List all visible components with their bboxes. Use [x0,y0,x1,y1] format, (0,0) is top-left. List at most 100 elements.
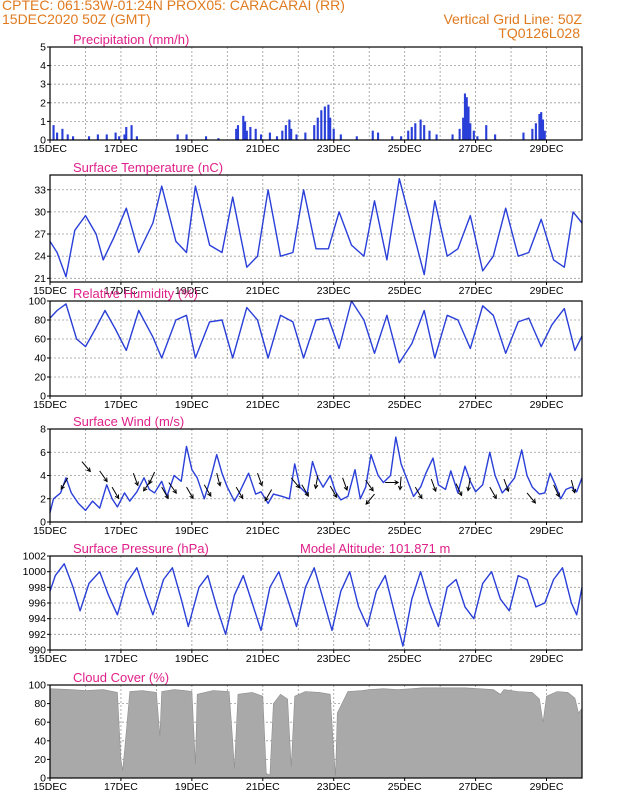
precip-bar [259,134,263,140]
pressure-title: Surface Pressure (hPa) [73,541,209,556]
pressure-ytick-label: 1002 [23,551,47,563]
rh-title: Relative Humidity (%) [73,286,198,301]
cloud-xtick-label: 27DEC [459,781,493,793]
pressure-xtick-label: 25DEC [388,653,422,665]
precip-bar [534,123,537,140]
precip-xtick-label: 17DEC [104,143,138,155]
wind-arrow-head [103,477,108,483]
wind-arrow [570,480,577,494]
precip-bar [355,136,358,140]
wind-arrow-shaft [342,477,348,491]
wind-arrow-shaft [315,475,319,489]
temp-ytick-label: 24 [34,251,46,263]
precip-bar [467,106,470,140]
temp-xtick-label: 19DEC [175,285,209,297]
wind-arrow [313,475,319,490]
precip-bar [391,136,394,140]
wind-arrow-shaft [290,477,300,489]
precip-xtick-label: 19DEC [175,143,209,155]
wind-arrow-shaft [216,473,221,486]
precip-bar [435,134,438,140]
wind-arrow-shaft [301,484,309,497]
wind-arrow-head [60,485,65,490]
precip-bar [275,136,279,140]
cloud-title: Cloud Cover (%) [73,670,169,685]
precip-xtick-label: 27DEC [459,143,493,155]
wind-xtick-label: 21DEC [246,525,280,537]
precip-bar [52,125,55,140]
pressure-xtick-label: 21DEC [246,653,280,665]
wind-panel [47,428,583,525]
wind-arrow-shaft [430,478,437,492]
wind-arrow [385,480,400,485]
wind-arrow-head [505,487,510,493]
wind-arrow-head [313,484,319,490]
pressure-ytick-label: 996 [28,598,46,610]
precip-bar [114,132,117,140]
rh-series-line [49,300,583,364]
cloud-cover-area [49,687,583,779]
temp-series-line [49,178,583,278]
pressure-ytick-label: 994 [28,613,46,625]
header-station: CPTEC: 061:53W-01:24N PROX05: CARACARAI … [2,0,345,13]
wind-arrow [60,477,69,490]
precip-bar [290,128,293,140]
wind-arrow-head [148,479,153,485]
wind-arrow-head [531,498,537,504]
wind-arrow-shaft [168,482,177,494]
wind-arrow [397,476,403,491]
cloud-ytick-label: 60 [34,717,46,729]
precip-xtick-label: 23DEC [317,143,351,155]
header-grid-note: Vertical Grid Line: 50Z [443,11,582,27]
precip-bar [61,128,64,140]
pressure-ytick-label: 998 [28,582,46,594]
wind-xtick-label: 25DEC [388,525,422,537]
wind-arrow-head [365,500,371,505]
temp-xtick-label: 25DEC [388,285,422,297]
wind-arrow-shaft [570,480,576,493]
rh-ytick-label: 20 [34,372,46,384]
precip-bar [268,132,271,140]
wind-arrow-head [343,486,349,492]
pressure-panel [47,555,583,653]
cloud-xtick-label: 15DEC [33,781,67,793]
wind-arrow [216,473,222,487]
rh-xtick-label: 23DEC [317,399,351,411]
precip-bar [96,134,99,140]
pressure-ytick-label: 1000 [23,566,47,578]
rh-xtick-label: 21DEC [246,399,280,411]
wind-arrow-shaft [553,484,560,497]
temp-xtick-label: 21DEC [246,285,280,297]
cloud-xtick-label: 23DEC [317,781,351,793]
precip-panel [47,46,583,143]
wind-xtick-label: 19DEC [175,525,209,537]
precip-bar [235,128,238,140]
wind-arrow-shaft [329,485,338,498]
cloud-frame [49,684,583,779]
precip-bar [371,130,374,140]
precip-bar [469,123,472,140]
pressure-xtick-label: 17DEC [104,653,138,665]
precip-title: Precipitation (mm/h) [73,32,189,47]
precip-bar [284,125,287,140]
wind-arrow-head [555,492,560,498]
wind-arrow-head [369,486,374,492]
wind-arrow-head [394,480,400,485]
rh-xtick-label: 19DEC [175,399,209,411]
wind-arrow-head [172,489,177,494]
precip-bar [327,104,330,140]
precip-bar [320,110,323,140]
precip-ytick-label: 3 [40,79,46,91]
wind-arrow-shaft [264,489,273,501]
wind-arrow [455,483,463,497]
rh-ytick-label: 80 [34,315,46,327]
precip-bar [217,138,220,140]
wind-arrow-head [492,494,497,500]
precip-bar [105,134,108,140]
wind-arrow [342,477,349,492]
wind-arrow-head [216,481,222,487]
temp-xtick-label: 23DEC [317,285,351,297]
rh-xtick-label: 27DEC [459,399,493,411]
pressure-xtick-label: 29DEC [530,653,564,665]
cloud-ytick-label: 80 [34,698,46,710]
